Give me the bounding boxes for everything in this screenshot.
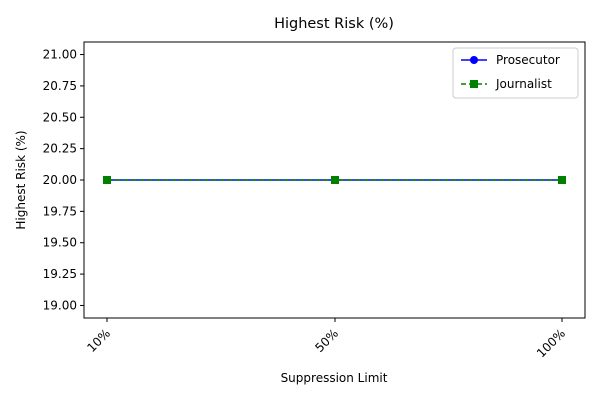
y-tick-label: 19.00 — [43, 298, 77, 312]
data-point-journalist — [103, 176, 111, 184]
legend-marker-prosecutor — [470, 56, 478, 64]
legend: Prosecutor Journalist — [452, 47, 579, 99]
y-tick-label: 20.75 — [43, 79, 77, 93]
chart-title: Highest Risk (%) — [274, 16, 394, 32]
y-axis-ticks: 19.00 19.25 19.50 19.75 20.00 20.25 20.50 20.75… — [43, 48, 84, 312]
x-tick-label: 100% — [534, 326, 568, 360]
x-axis-ticks: 10% 50% 100% — [84, 318, 568, 360]
x-tick-label: 10% — [84, 326, 113, 355]
x-tick-label: 50% — [312, 326, 341, 355]
x-axis-title: Suppression Limit — [281, 371, 388, 385]
legend-label-journalist: Journalist — [495, 77, 552, 91]
legend-marker-journalist — [470, 80, 478, 88]
y-tick-label: 20.25 — [43, 142, 77, 156]
y-tick-label: 19.75 — [43, 204, 77, 218]
data-point-journalist — [331, 176, 339, 184]
y-tick-label: 19.50 — [43, 236, 77, 250]
y-tick-label: 19.25 — [43, 267, 77, 281]
y-axis-title: Highest Risk (%) — [14, 130, 28, 229]
data-point-journalist — [558, 176, 566, 184]
y-tick-label: 20.00 — [43, 173, 77, 187]
legend-label-prosecutor: Prosecutor — [496, 53, 560, 67]
y-tick-label: 20.50 — [43, 110, 77, 124]
plot-frame — [83, 41, 586, 319]
series-layer — [103, 176, 566, 184]
y-tick-label: 21.00 — [43, 48, 77, 62]
